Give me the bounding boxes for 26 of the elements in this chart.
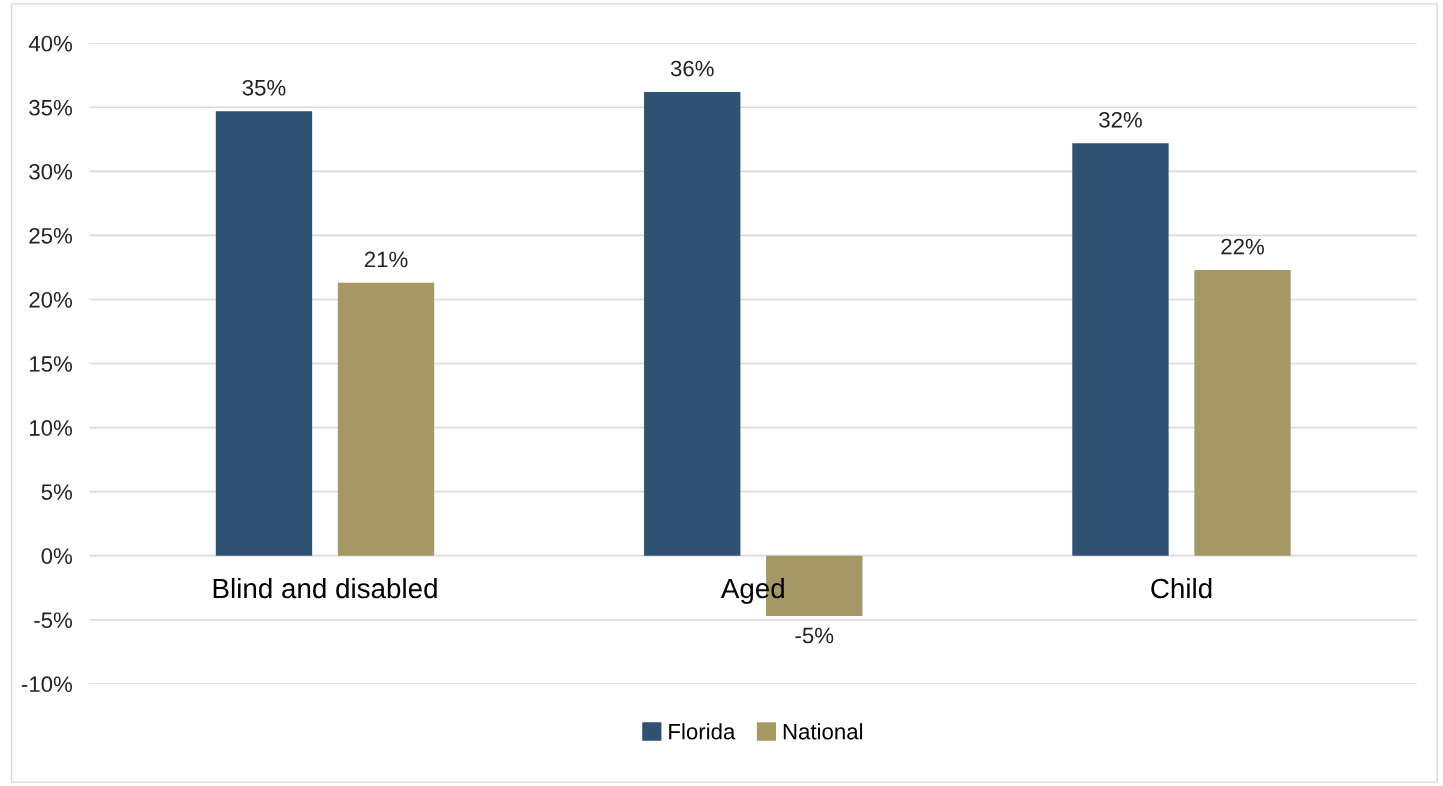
y-tick-label: 15% [30, 356, 73, 372]
legend-label: Florida [669, 723, 736, 740]
y-tick-label: 10% [30, 420, 73, 436]
y-tick-label: 5% [41, 484, 73, 500]
y-tick-label: 20% [29, 292, 73, 308]
x-tick-label: Blind and disabled [213, 577, 437, 599]
data-label: 35% [242, 79, 286, 96]
x-tick-label: Child [1151, 577, 1212, 599]
y-tick-label: -10% [21, 676, 73, 693]
bar [215, 111, 313, 556]
y-tick-label: 40% [28, 35, 73, 52]
y-tick-label: 30% [29, 163, 73, 180]
y-tick-label: 0% [41, 548, 73, 564]
data-label: 21% [364, 251, 408, 268]
y-tick-label: 35% [29, 99, 73, 116]
data-label: -5% [795, 627, 834, 644]
bar [1072, 143, 1169, 556]
bar [337, 282, 435, 556]
data-label: 22% [1221, 238, 1264, 255]
bar [644, 91, 741, 556]
data-label: 32% [1099, 111, 1142, 128]
y-tick-label: 25% [29, 227, 73, 244]
y-tick-label: -5% [34, 612, 73, 629]
bar [1194, 270, 1291, 556]
data-label: 36% [670, 60, 714, 77]
legend-label: National [783, 723, 863, 740]
